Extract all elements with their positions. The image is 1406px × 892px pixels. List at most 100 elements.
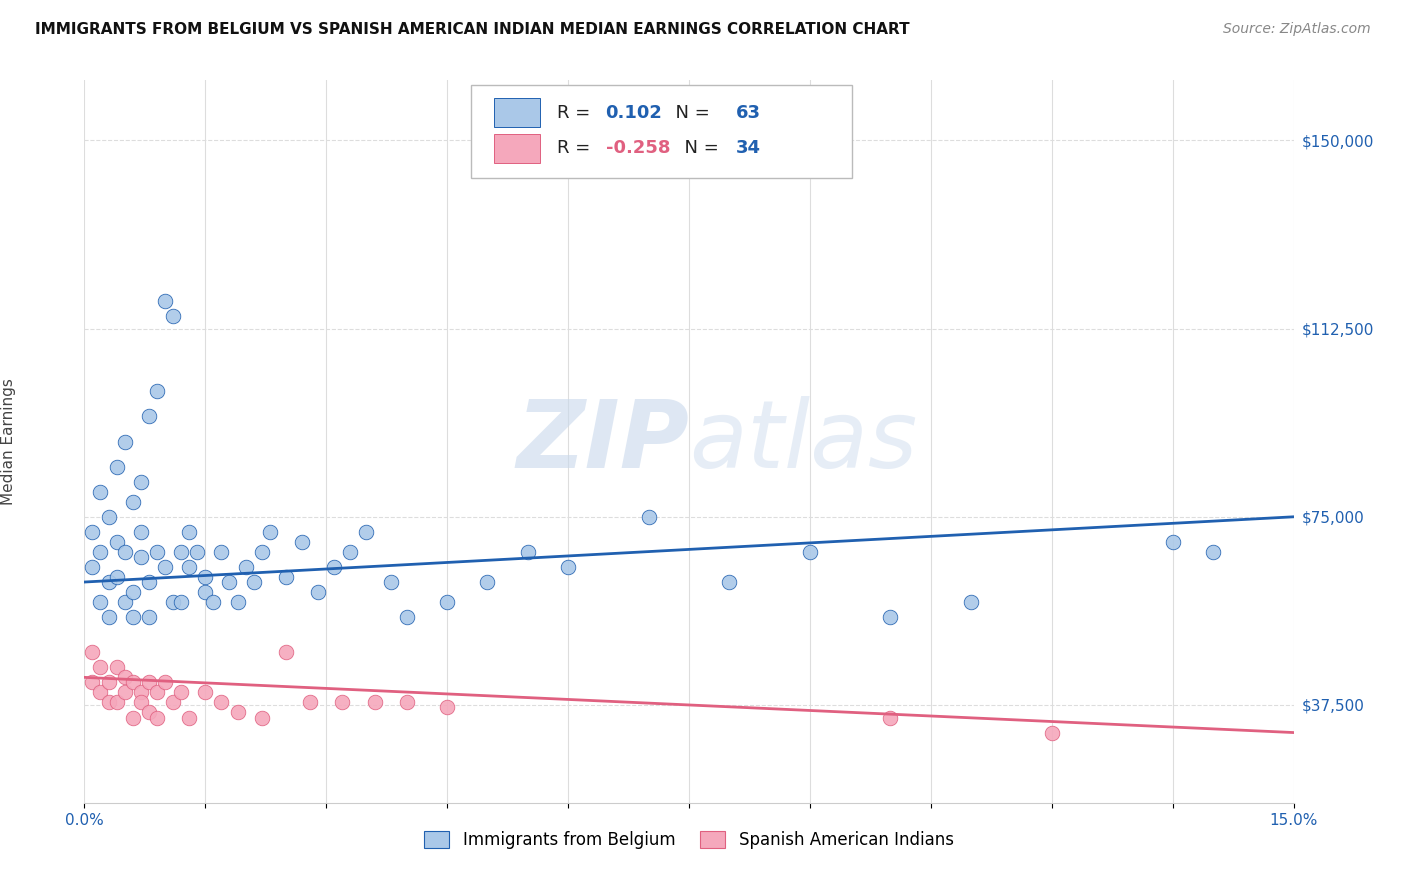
Point bbox=[138, 409, 160, 424]
Point bbox=[395, 696, 418, 710]
Point bbox=[121, 585, 143, 599]
FancyBboxPatch shape bbox=[471, 86, 852, 178]
Point bbox=[879, 610, 901, 624]
Point bbox=[179, 524, 201, 539]
Point bbox=[436, 595, 458, 609]
Point bbox=[330, 696, 353, 710]
Point bbox=[356, 524, 378, 539]
Point bbox=[129, 549, 152, 564]
Point bbox=[105, 534, 128, 549]
Point bbox=[114, 685, 136, 699]
Point bbox=[235, 560, 257, 574]
Point bbox=[274, 570, 297, 584]
Point bbox=[291, 534, 314, 549]
Point bbox=[138, 574, 160, 589]
Point bbox=[259, 524, 281, 539]
FancyBboxPatch shape bbox=[495, 98, 540, 128]
Point bbox=[89, 484, 111, 499]
Point bbox=[307, 585, 329, 599]
Point bbox=[516, 545, 538, 559]
Text: ZIP: ZIP bbox=[516, 395, 689, 488]
Point bbox=[153, 560, 176, 574]
Point bbox=[153, 293, 176, 308]
Point bbox=[557, 560, 579, 574]
Point bbox=[121, 675, 143, 690]
Point bbox=[105, 459, 128, 474]
Point bbox=[960, 595, 983, 609]
Point bbox=[138, 610, 160, 624]
Point bbox=[194, 685, 217, 699]
Point bbox=[97, 509, 120, 524]
Point bbox=[170, 595, 193, 609]
Point bbox=[97, 675, 120, 690]
Point bbox=[138, 706, 160, 720]
Point bbox=[121, 494, 143, 508]
Point bbox=[162, 696, 184, 710]
Legend: Immigrants from Belgium, Spanish American Indians: Immigrants from Belgium, Spanish America… bbox=[418, 824, 960, 856]
Point bbox=[97, 696, 120, 710]
Point bbox=[209, 696, 232, 710]
Text: N =: N = bbox=[664, 103, 716, 122]
Point bbox=[879, 710, 901, 724]
Y-axis label: Median Earnings: Median Earnings bbox=[0, 378, 15, 505]
Point bbox=[105, 696, 128, 710]
Point bbox=[105, 660, 128, 674]
Point bbox=[242, 574, 264, 589]
Point bbox=[138, 675, 160, 690]
Point bbox=[436, 700, 458, 714]
Text: R =: R = bbox=[557, 103, 596, 122]
Point bbox=[799, 545, 821, 559]
Point bbox=[129, 475, 152, 489]
Point bbox=[89, 660, 111, 674]
Point bbox=[89, 685, 111, 699]
Point bbox=[162, 309, 184, 323]
Point bbox=[114, 434, 136, 449]
Text: 0.102: 0.102 bbox=[606, 103, 662, 122]
Point bbox=[129, 696, 152, 710]
Point bbox=[226, 595, 249, 609]
Text: IMMIGRANTS FROM BELGIUM VS SPANISH AMERICAN INDIAN MEDIAN EARNINGS CORRELATION C: IMMIGRANTS FROM BELGIUM VS SPANISH AMERI… bbox=[35, 22, 910, 37]
Point bbox=[226, 706, 249, 720]
Point bbox=[146, 685, 169, 699]
Point bbox=[170, 685, 193, 699]
Point bbox=[194, 570, 217, 584]
Point bbox=[339, 545, 361, 559]
Point bbox=[114, 545, 136, 559]
Point bbox=[250, 545, 273, 559]
Point bbox=[162, 595, 184, 609]
Point bbox=[395, 610, 418, 624]
Point bbox=[97, 610, 120, 624]
Point bbox=[89, 545, 111, 559]
Point bbox=[209, 545, 232, 559]
Point bbox=[82, 645, 104, 659]
Point bbox=[1040, 725, 1063, 739]
Point bbox=[1202, 545, 1225, 559]
Point bbox=[146, 545, 169, 559]
Point bbox=[363, 696, 385, 710]
Point bbox=[380, 574, 402, 589]
Point bbox=[718, 574, 741, 589]
Point bbox=[323, 560, 346, 574]
Point bbox=[105, 570, 128, 584]
Text: atlas: atlas bbox=[689, 396, 917, 487]
Point bbox=[82, 560, 104, 574]
Point bbox=[82, 675, 104, 690]
Point bbox=[274, 645, 297, 659]
Text: 34: 34 bbox=[737, 139, 761, 157]
Point bbox=[299, 696, 322, 710]
Point bbox=[129, 685, 152, 699]
Point bbox=[153, 675, 176, 690]
Text: -0.258: -0.258 bbox=[606, 139, 671, 157]
Point bbox=[121, 710, 143, 724]
Point bbox=[186, 545, 208, 559]
Text: 63: 63 bbox=[737, 103, 761, 122]
Point bbox=[170, 545, 193, 559]
Point bbox=[146, 710, 169, 724]
Point bbox=[179, 560, 201, 574]
Point bbox=[218, 574, 240, 589]
Point bbox=[179, 710, 201, 724]
Point bbox=[97, 574, 120, 589]
FancyBboxPatch shape bbox=[495, 134, 540, 162]
Point bbox=[89, 595, 111, 609]
Point bbox=[146, 384, 169, 399]
